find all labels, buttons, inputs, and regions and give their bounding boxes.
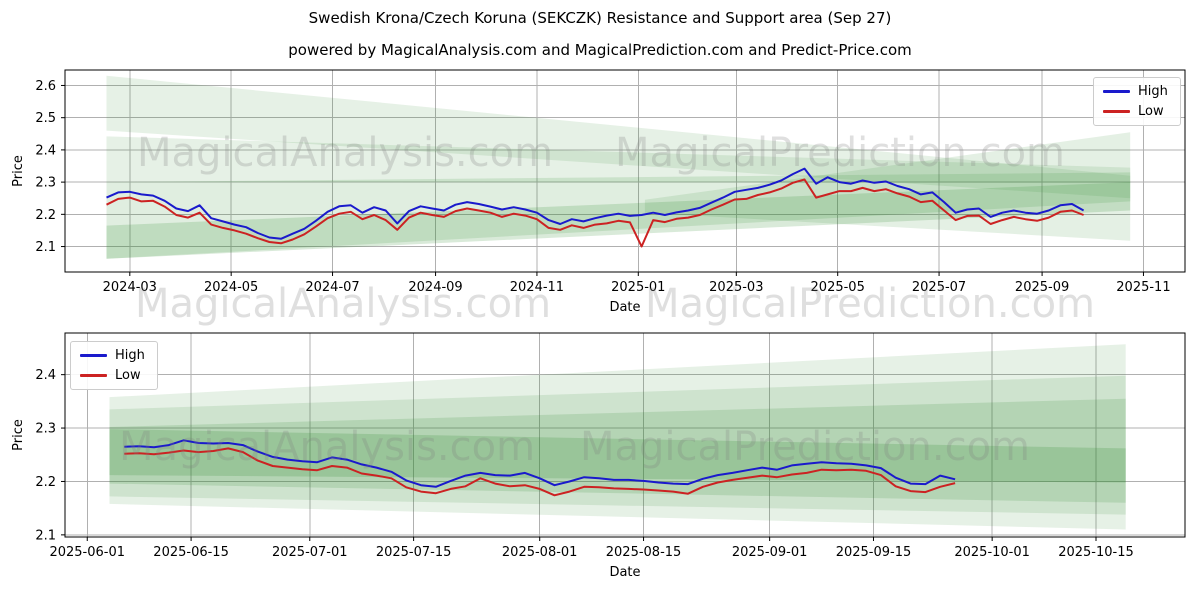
x-tick-label: 2025-09-01 <box>732 545 808 560</box>
x-tick-label: 2025-10-15 <box>1058 545 1134 560</box>
x-tick-label: 2025-07-15 <box>376 545 452 560</box>
x-tick-label: 2025-06-15 <box>153 545 229 560</box>
x-tick-label: 2025-09-15 <box>836 545 912 560</box>
x-tick-label: 2024-11 <box>510 280 564 295</box>
legend-label-high: High <box>115 348 145 363</box>
x-tick-label: 2024-05 <box>204 280 258 295</box>
legend-label-low: Low <box>115 368 141 383</box>
y-tick-label: 2.6 <box>35 79 56 94</box>
support-resistance-bands <box>109 344 1126 530</box>
x-axis-label: Date <box>609 565 640 580</box>
y-tick-label: 2.4 <box>35 143 56 158</box>
x-tick-label: 2025-01 <box>611 280 665 295</box>
y-tick-label: 2.2 <box>35 475 56 490</box>
legend-item-high: High <box>80 349 145 362</box>
high-price-line <box>124 439 956 488</box>
x-tick-label: 2025-05 <box>811 280 865 295</box>
high-line-swatch <box>1103 90 1130 93</box>
legend-item-low: Low <box>1103 105 1168 118</box>
plot-border <box>64 69 1186 273</box>
x-tick-label: 2025-07 <box>912 280 966 295</box>
watermark-text: MagicalAnalysis.com <box>137 130 553 176</box>
support-resistance-band <box>109 398 1126 503</box>
support-resistance-band <box>109 344 1126 530</box>
x-tick-label: 2025-09 <box>1015 280 1069 295</box>
legend-bottom-chart: High Low <box>70 341 158 390</box>
legend-top-chart: High Low <box>1093 77 1181 126</box>
x-tick-label: 2024-03 <box>103 280 157 295</box>
low-price-line <box>124 447 956 497</box>
figure-title: Swedish Krona/Czech Koruna (SEKCZK) Resi… <box>308 9 892 27</box>
low-line-swatch <box>80 374 107 377</box>
y-axis-label: Price <box>11 419 26 451</box>
support-resistance-band <box>106 172 1131 259</box>
x-tick-label: 2024-07 <box>305 280 359 295</box>
y-axis-label: Price <box>11 155 26 187</box>
legend-label-high: High <box>1138 84 1168 99</box>
watermark-text: MagicalAnalysis.com <box>135 281 551 327</box>
y-tick-label: 2.2 <box>35 208 56 223</box>
x-axis-label: Date <box>609 300 640 315</box>
support-resistance-band <box>109 375 1126 515</box>
watermark-text: MagicalPrediction.com <box>580 424 1030 470</box>
low-line-swatch <box>1103 110 1130 113</box>
x-tick-label: 2025-10-01 <box>954 545 1030 560</box>
top-chart: 2024-03 2024-05 2024-07 2024-09 2024-11 2025-… <box>11 69 1186 315</box>
legend-item-low: Low <box>80 369 145 382</box>
x-tick-label: 2025-08-01 <box>502 545 578 560</box>
support-resistance-band <box>106 136 1131 183</box>
support-resistance-band <box>644 132 1131 241</box>
bottom-chart: 2025-06-01 2025-06-15 2025-07-01 2025-07-15… <box>11 332 1186 580</box>
watermark-text: MagicalAnalysis.com <box>119 424 535 470</box>
x-tick-label: 2024-09 <box>408 280 462 295</box>
x-tick-label: 2025-07-01 <box>272 545 348 560</box>
low-price-line <box>106 178 1084 248</box>
y-tick-label: 2.3 <box>35 176 56 191</box>
y-tick-label: 2.5 <box>35 111 56 126</box>
support-resistance-band <box>106 75 1131 199</box>
plot-border <box>64 332 1186 538</box>
watermark-text: MagicalPrediction.com <box>645 281 1095 327</box>
legend-label-low: Low <box>1138 104 1164 119</box>
watermark-text: MagicalPrediction.com <box>615 130 1065 176</box>
x-tick-label: 2025-08-15 <box>606 545 682 560</box>
support-resistance-band <box>109 429 1126 483</box>
legend-item-high: High <box>1103 85 1168 98</box>
y-tick-label: 2.1 <box>35 240 56 255</box>
figure-subtitle: powered by MagicalAnalysis.com and Magic… <box>288 41 912 59</box>
high-price-line <box>106 167 1085 240</box>
x-tick-label: 2025-06-01 <box>49 545 125 560</box>
x-tick-label: 2025-03 <box>709 280 763 295</box>
y-tick-label: 2.3 <box>35 422 56 437</box>
y-tick-label: 2.1 <box>35 528 56 543</box>
high-line-swatch <box>80 354 107 357</box>
y-tick-label: 2.4 <box>35 368 56 383</box>
x-tick-label: 2025-11 <box>1116 280 1170 295</box>
